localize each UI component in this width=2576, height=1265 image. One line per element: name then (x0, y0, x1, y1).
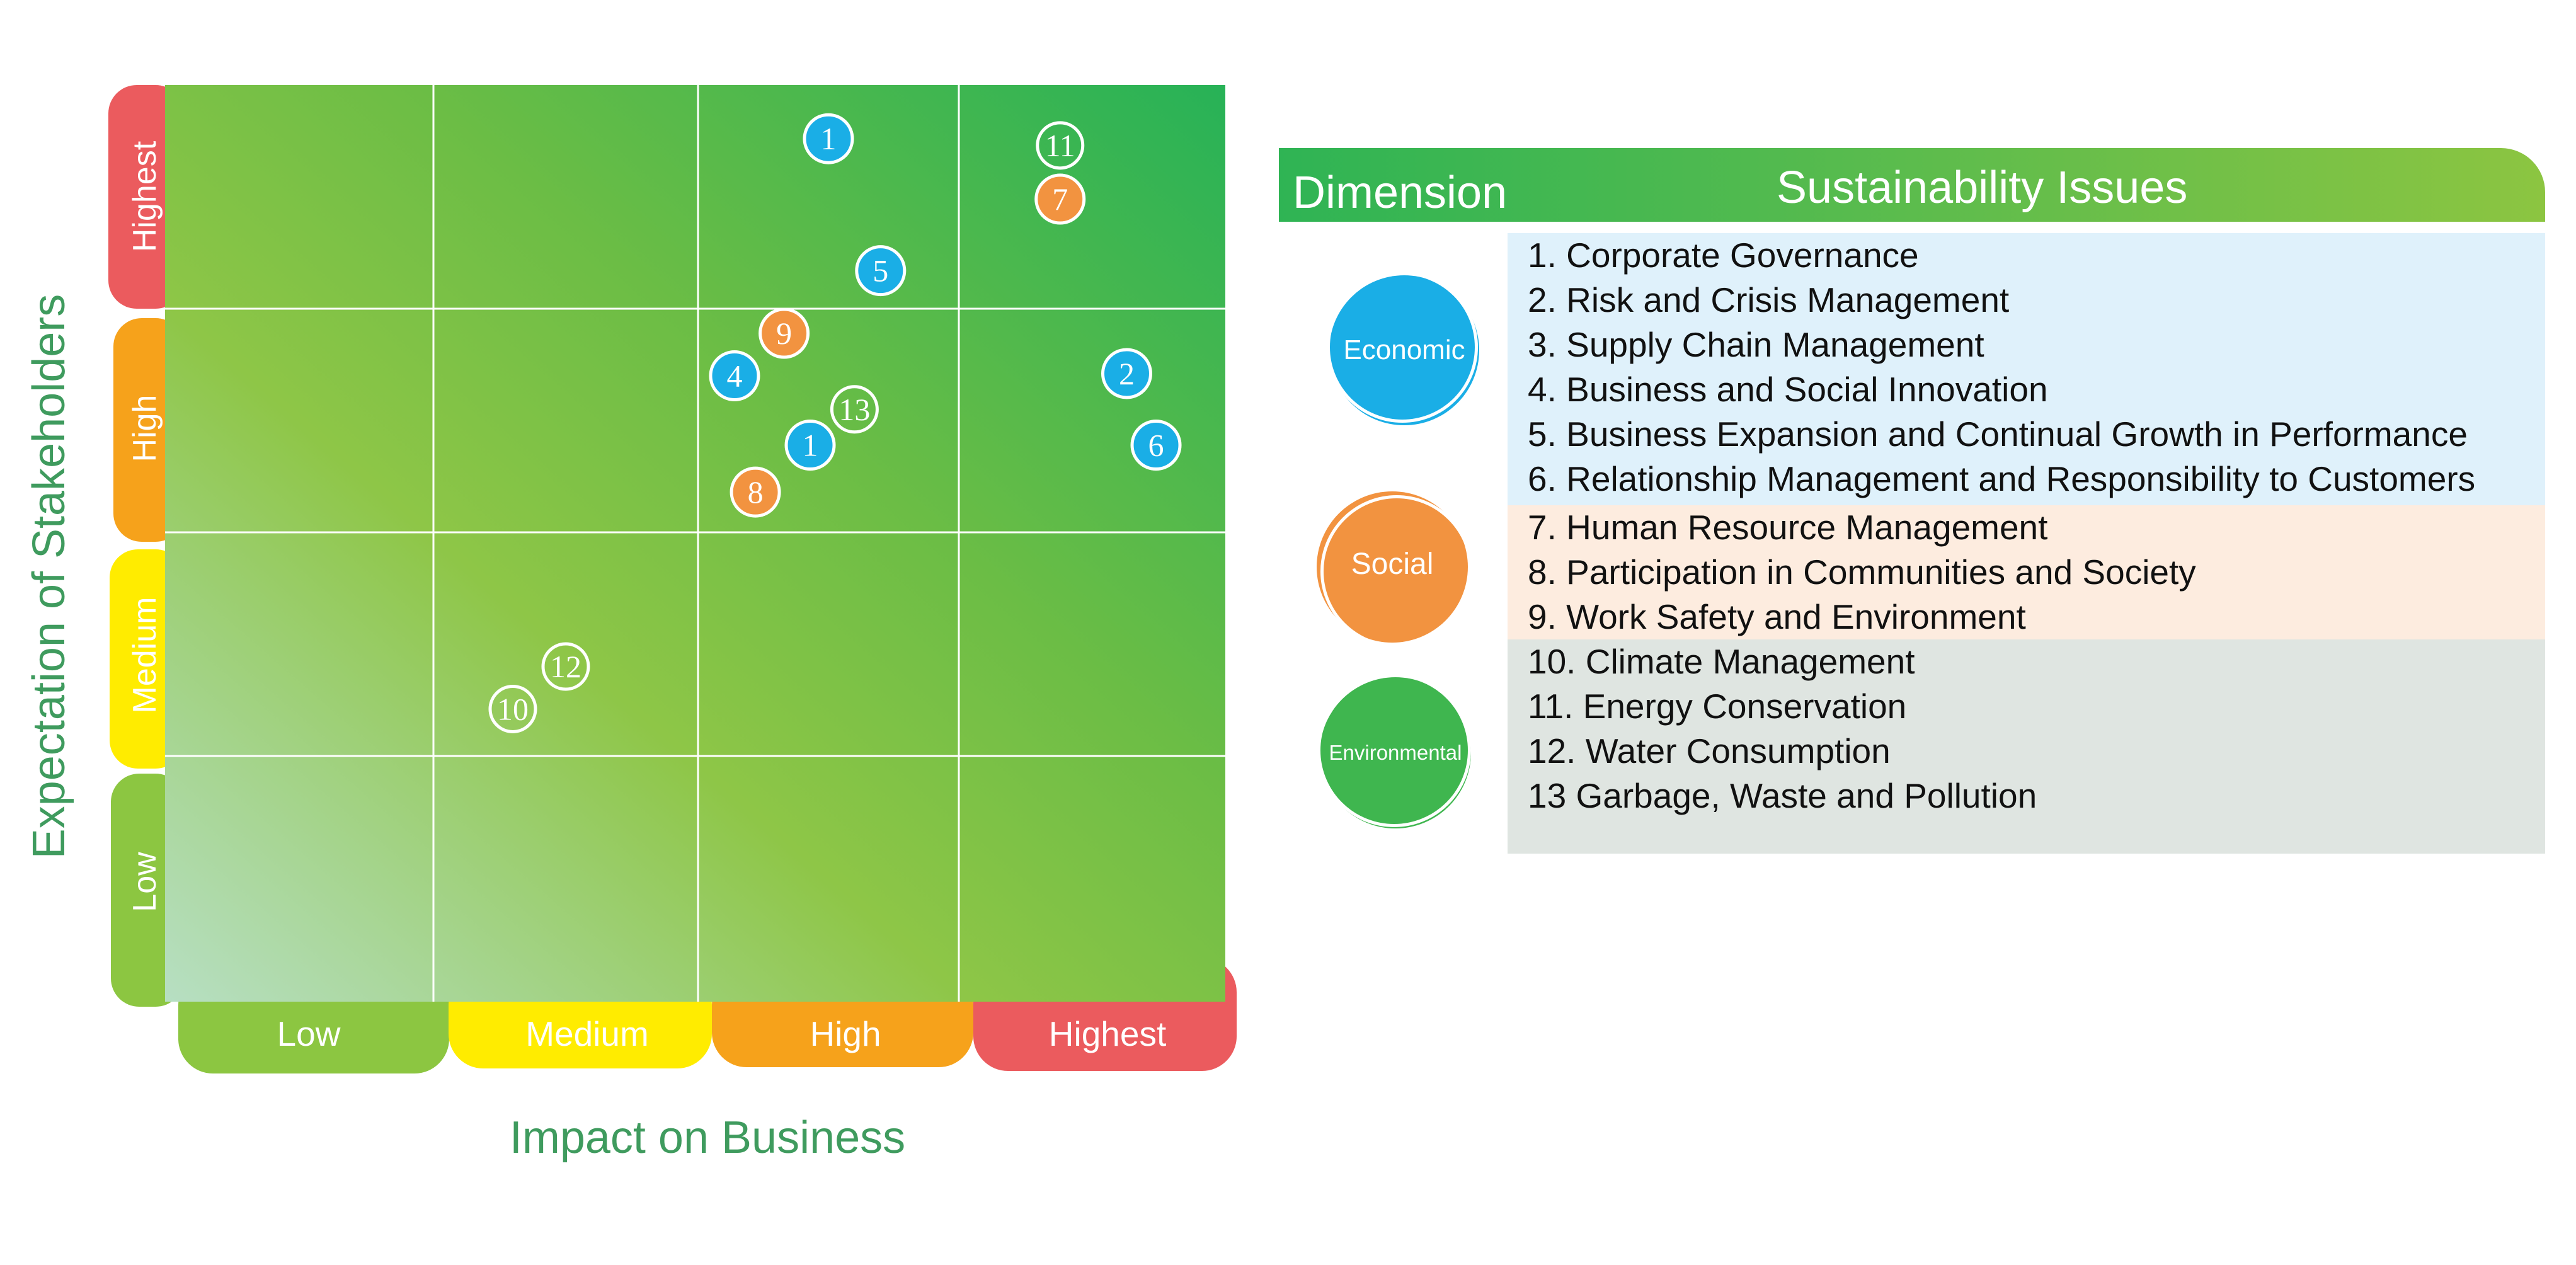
data-point-label: 4 (726, 358, 742, 394)
data-point-label: 2 (1119, 356, 1135, 391)
data-point-7: 7 (1034, 173, 1086, 225)
issue-item: 12. Water Consumption (1528, 731, 1891, 770)
environmental-issues-box: 10. Climate Management 11. Energy Conser… (1508, 639, 2545, 854)
data-point-label: 10 (497, 691, 529, 726)
data-point-marker (709, 350, 760, 401)
data-point-2: 2 (1101, 348, 1152, 399)
data-point-label: 5 (873, 253, 888, 289)
row-label-medium: Medium (127, 597, 163, 714)
data-point-10: 10 (488, 684, 537, 733)
row-label-low: Low (127, 852, 163, 912)
header-sustainability-issues: Sustainability Issues (1777, 163, 2188, 213)
data-point-13: 13 (830, 385, 879, 434)
data-point-6: 6 (1130, 420, 1182, 471)
issues-panel: Dimension Sustainability Issues 1. Corpo… (1279, 148, 2545, 854)
data-point-marker (758, 307, 810, 359)
data-point-marker (830, 385, 879, 434)
data-point-1: 1 (803, 113, 854, 164)
issue-item: 10. Climate Management (1528, 642, 1915, 681)
x-axis-title: Impact on Business (510, 1113, 905, 1163)
data-point-marker (855, 245, 907, 297)
issue-item: 6. Relationship Management and Responsib… (1528, 459, 2476, 498)
economic-issues-box: 1. Corporate Governance 2. Risk and Cris… (1508, 233, 2545, 505)
data-point-1: 1 (784, 420, 836, 471)
row-label-highest: Highest (127, 140, 163, 252)
data-point-marker (488, 684, 537, 733)
data-point-9: 9 (758, 307, 810, 359)
issue-item: 8. Participation in Communities and Soci… (1528, 552, 2196, 592)
data-point-label: 11 (1045, 128, 1075, 163)
environmental-badge: Environmental (1317, 673, 1471, 828)
data-point-label: 13 (839, 392, 870, 427)
materiality-matrix: Highest High Medium Low Low Medium High … (24, 85, 1237, 1163)
issue-item: 9. Work Safety and Environment (1528, 597, 2026, 636)
issue-item: 13 Garbage, Waste and Pollution (1528, 776, 2037, 815)
matrix-grid-lines (165, 85, 1225, 1002)
issue-item: 1. Corporate Governance (1528, 236, 1919, 275)
data-point-4: 4 (709, 350, 760, 401)
y-axis-title: Expectation of Stakeholders (24, 294, 74, 859)
data-point-label: 1 (803, 428, 818, 463)
data-point-marker (1101, 348, 1152, 399)
matrix-grid-background (165, 85, 1225, 1002)
issue-item: 5. Business Expansion and Continual Grow… (1528, 415, 2468, 454)
row-label-high: High (127, 395, 163, 462)
data-point-label: 7 (1052, 181, 1068, 217)
col-label-medium: Medium (525, 1014, 649, 1053)
data-point-8: 8 (730, 466, 781, 518)
social-issues-box: 7. Human Resource Management 8. Particip… (1508, 505, 2545, 639)
col-label-high: High (810, 1014, 881, 1053)
header-dimension: Dimension (1293, 168, 1508, 218)
issue-item: 3. Supply Chain Management (1528, 325, 1984, 364)
data-point-5: 5 (855, 245, 907, 297)
data-point-label: 1 (821, 121, 837, 156)
col-label-low: Low (277, 1014, 341, 1053)
data-point-marker (1130, 420, 1182, 471)
social-badge: Social (1317, 491, 1473, 648)
data-point-11: 11 (1036, 121, 1085, 170)
data-point-marker (784, 420, 836, 471)
panel-header: Dimension Sustainability Issues (1279, 148, 2545, 222)
data-point-marker (803, 113, 854, 164)
data-point-12: 12 (541, 642, 590, 691)
data-point-marker (730, 466, 781, 518)
data-point-label: 8 (748, 474, 764, 510)
data-point-label: 12 (550, 649, 581, 684)
issue-item: 11. Energy Conservation (1528, 687, 1907, 726)
col-label-highest: Highest (1049, 1014, 1166, 1053)
data-point-marker (541, 642, 590, 691)
data-point-marker (1036, 121, 1085, 170)
economic-badge: Economic (1327, 272, 1479, 425)
data-point-label: 6 (1148, 428, 1164, 463)
data-point-marker (1034, 173, 1086, 225)
issue-item: 7. Human Resource Management (1528, 508, 2048, 547)
data-point-label: 9 (776, 316, 792, 351)
issue-item: 2. Risk and Crisis Management (1528, 280, 2010, 319)
issue-item: 4. Business and Social Innovation (1528, 370, 2048, 409)
